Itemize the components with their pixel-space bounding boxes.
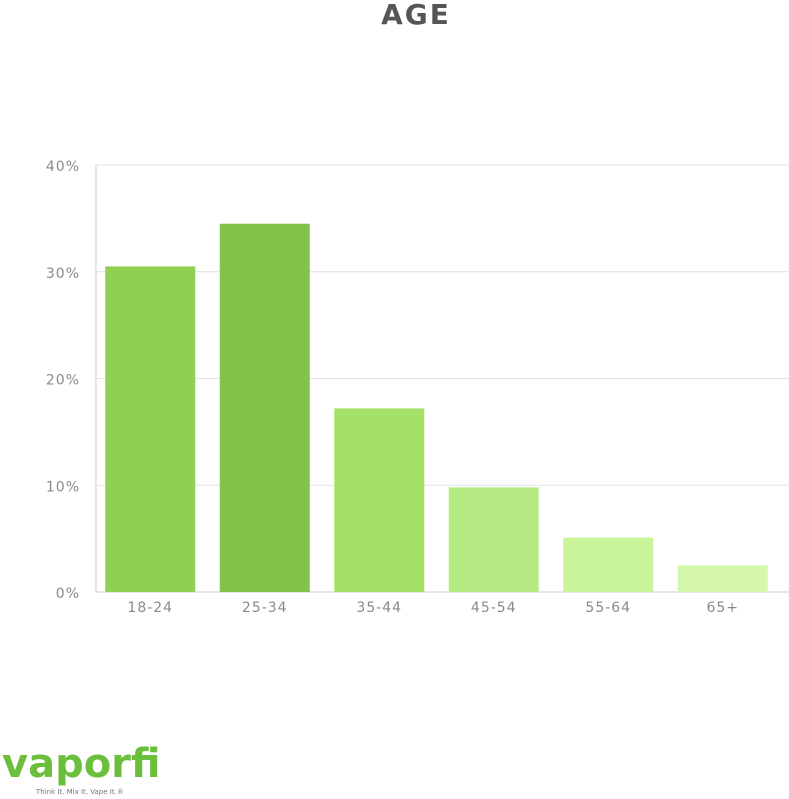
bar xyxy=(563,537,654,592)
y-tick-label: 0% xyxy=(56,586,80,602)
chart-title: AGE xyxy=(381,0,451,31)
y-tick-label: 10% xyxy=(46,479,80,495)
x-tick-label: 45-54 xyxy=(471,600,517,616)
bar xyxy=(334,408,425,592)
x-tick-label: 35-44 xyxy=(356,600,402,616)
bar xyxy=(105,266,196,592)
x-tick-label: 55-64 xyxy=(585,600,631,616)
bar xyxy=(677,565,768,592)
bar xyxy=(448,487,539,592)
brand-tagline: Think It. Mix It. Vape It.® xyxy=(35,788,124,796)
brand-logo: vaporfi xyxy=(2,741,161,787)
y-tick-label: 30% xyxy=(46,266,80,282)
bar xyxy=(219,223,310,592)
x-tick-label: 65+ xyxy=(706,600,739,616)
y-tick-label: 40% xyxy=(46,159,80,175)
x-tick-label: 25-34 xyxy=(242,600,288,616)
y-tick-label: 20% xyxy=(46,373,80,389)
x-tick-label: 18-24 xyxy=(127,600,173,616)
